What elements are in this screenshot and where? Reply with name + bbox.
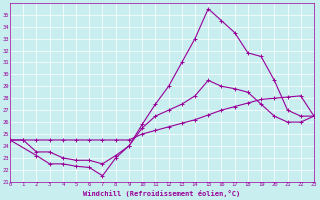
X-axis label: Windchill (Refroidissement éolien,°C): Windchill (Refroidissement éolien,°C) bbox=[83, 190, 241, 197]
